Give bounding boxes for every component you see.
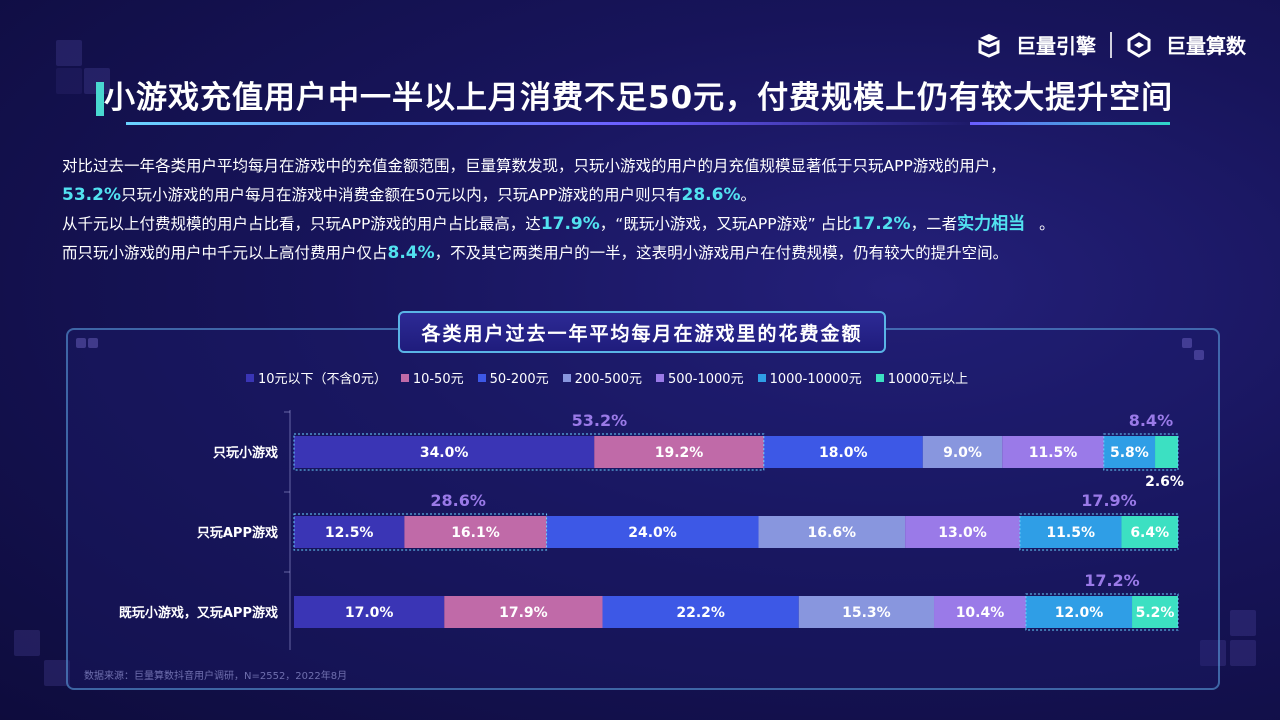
desc-line-2: 53.2%只玩小游戏的用户每月在游戏中消费金额在50元以内，只玩APP游戏的用户…: [62, 181, 1232, 210]
legend-label: 500-1000元: [667, 372, 744, 387]
desc-text: ，“既玩小游戏，又玩APP游戏” 占比: [599, 215, 852, 233]
legend-label: 1000-10000元: [769, 372, 862, 387]
logo-divider: [1110, 31, 1112, 58]
legend-swatch: [477, 373, 486, 382]
desc-text: 对比过去一年各类用户平均每月在游戏中的充值金额范围，巨量算数发现，只玩小游戏的用…: [62, 157, 1006, 175]
logo-bar: 巨量引擎 巨量算数: [976, 30, 1246, 59]
legend-label: 200-500元: [574, 372, 642, 387]
decor-square: [56, 40, 82, 66]
legend-swatch: [400, 373, 409, 382]
desc-highlight: 8.4%: [387, 243, 435, 263]
page-title: 小游戏充值用户中一半以上月消费不足50元，付费规模上仍有较大提升空间: [104, 80, 1174, 116]
title-underline: [126, 122, 976, 125]
decor-square: [76, 338, 86, 348]
chart-title: 各类用户过去一年平均每月在游戏里的花费金额: [398, 311, 886, 353]
title-underline-accent: [970, 122, 1170, 125]
desc-text: 而只玩小游戏的用户中千元以上高付费用户仅占: [62, 244, 388, 262]
title-accent: [96, 82, 104, 116]
legend-item: 50-200元: [477, 368, 549, 387]
decor-square: [14, 630, 40, 656]
decor-square: [1194, 350, 1204, 360]
desc-highlight: 实力相当: [957, 214, 1026, 234]
decor-square: [1230, 610, 1256, 636]
data-source: 数据来源：巨量算数抖音用户调研，N=2552，2022年8月: [84, 671, 348, 682]
desc-highlight: 28.6%: [681, 185, 741, 205]
legend-item: 1000-10000元: [757, 368, 862, 387]
desc-text: 。: [1039, 215, 1055, 233]
legend-swatch: [655, 373, 664, 382]
legend-label: 10000元以上: [887, 372, 969, 387]
desc-text: 只玩小游戏的用户每月在游戏中消费金额在50元以内，只玩APP游戏的用户则只有: [120, 186, 682, 204]
desc-line-4: 而只玩小游戏的用户中千元以上高付费用户仅占8.4%，不及其它两类用户的一半，这表…: [62, 239, 1232, 268]
logo-left-text: 巨量引擎: [1016, 34, 1096, 58]
desc-line-3: 从千元以上付费规模的用户占比看，只玩APP游戏的用户占比最高，达17.9%，“既…: [62, 210, 1232, 239]
desc-text: ，二者: [910, 215, 958, 233]
legend-label: 10元以下（不含0元）: [258, 372, 387, 387]
legend-item: 500-1000元: [655, 368, 744, 387]
desc-text: ，不及其它两类用户的一半，这表明小游戏用户在付费规模，仍有较大的提升空间。: [434, 244, 1009, 262]
logo-right-text: 巨量算数: [1166, 34, 1246, 58]
desc-highlight: 17.9%: [540, 214, 600, 234]
desc-highlight: 17.2%: [851, 214, 911, 234]
suanshu-logo-icon: [1126, 31, 1152, 58]
legend-swatch: [246, 373, 254, 382]
decor-square: [1182, 338, 1192, 348]
title-wrap: 小游戏充值用户中一半以上月消费不足50元，付费规模上仍有较大提升空间: [104, 72, 1173, 117]
legend-item: 10元以下（不含0元）: [246, 368, 387, 387]
decor-square: [1230, 640, 1256, 666]
legend-swatch: [562, 373, 571, 382]
desc-text: 。: [740, 186, 757, 204]
decor-square: [1200, 640, 1226, 666]
legend-item: 10000元以上: [875, 368, 969, 387]
legend-label: 50-200元: [489, 372, 549, 387]
desc-text: 从千元以上付费规模的用户占比看，只玩APP游戏的用户占比最高，达: [62, 215, 541, 233]
ocean-engine-logo-icon: [976, 32, 1002, 58]
legend-item: 10-50元: [400, 368, 464, 387]
legend-item: 200-500元: [562, 368, 642, 387]
decor-square: [88, 338, 98, 348]
decor-square: [56, 68, 82, 94]
legend-swatch: [757, 373, 766, 382]
decor-square: [44, 660, 70, 686]
desc-line-1: 对比过去一年各类用户平均每月在游戏中的充值金额范围，巨量算数发现，只玩小游戏的用…: [62, 152, 1232, 181]
legend-label: 10-50元: [412, 372, 464, 387]
desc-highlight: 53.2%: [62, 185, 121, 205]
chart-legend: 10元以下（不含0元） 10-50元 50-200元 200-500元 500-1000…: [246, 368, 968, 387]
description: 对比过去一年各类用户平均每月在游戏中的充值金额范围，巨量算数发现，只玩小游戏的用…: [62, 152, 1232, 268]
legend-swatch: [875, 373, 884, 382]
